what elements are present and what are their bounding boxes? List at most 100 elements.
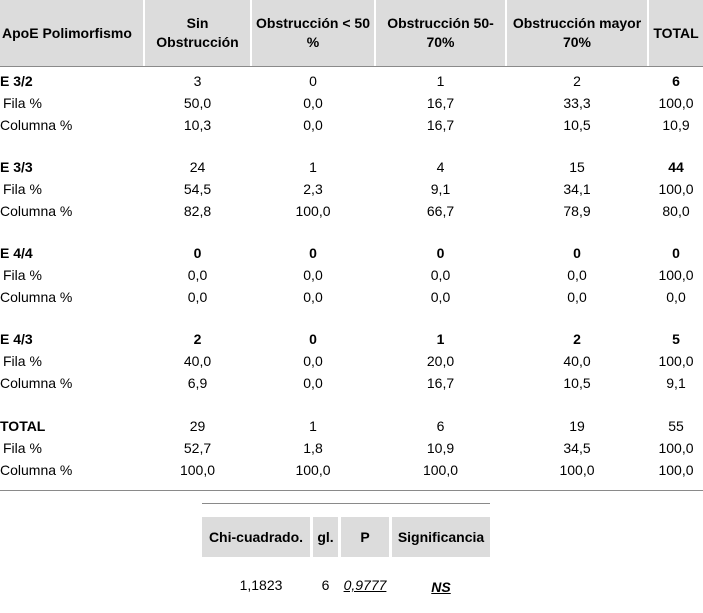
table-cell: 0,0 [666, 289, 686, 305]
table-cell: 0,0 [303, 289, 323, 305]
table-cell: 5 [672, 331, 680, 347]
table-cell: 80,0 [662, 203, 690, 219]
table-cell: 34,5 [563, 440, 591, 456]
table-cell: 52,7 [183, 440, 212, 456]
row-label-fila: Fila % [3, 95, 42, 111]
table-cell: 6 [436, 418, 445, 434]
header-sin-obstruccion: Sin Obstrucción [145, 0, 250, 66]
row-label-fila: Fila % [3, 181, 42, 197]
table-cell: 3 [193, 73, 202, 89]
group-label: E 3/3 [0, 159, 33, 175]
table-cell: 100,0 [658, 181, 694, 197]
table-cell: 9,1 [430, 181, 451, 197]
table-cell: 0,0 [187, 267, 208, 283]
group-label: E 4/3 [0, 331, 33, 347]
table-cell: 0,0 [567, 289, 587, 305]
significance-value: NS [431, 579, 451, 595]
table-cell: 1 [309, 159, 317, 175]
header-obstruccion-mayor70: Obstrucción mayor 70% [507, 0, 647, 66]
row-label-columna: Columna % [0, 289, 73, 305]
group-label: E 4/4 [0, 245, 33, 261]
header-divider [0, 66, 703, 67]
table-cell: 24 [189, 159, 206, 175]
table-cell: 0,0 [303, 117, 323, 133]
row-label-columna: Columna % [0, 375, 73, 391]
table-cell: 0 [309, 73, 317, 89]
table-cell: 100,0 [658, 353, 694, 369]
table-cell: 50,0 [183, 95, 212, 111]
table-cell: 0 [436, 245, 445, 261]
table-cell: 0 [309, 245, 317, 261]
table-cell: 66,7 [426, 203, 455, 219]
table-cell: 6,9 [187, 375, 208, 391]
table-cell: 0,0 [567, 267, 587, 283]
table-cell: 2,3 [303, 181, 323, 197]
table-cell: 2 [573, 73, 581, 89]
table-cell: 33,3 [563, 95, 591, 111]
table-cell: 82,8 [183, 203, 212, 219]
table-cell: 29 [189, 418, 206, 434]
table-cell: 1 [309, 418, 317, 434]
table-cell: 40,0 [563, 353, 591, 369]
table-bottom-divider [0, 490, 703, 491]
table-cell: 100,0 [658, 95, 694, 111]
table-cell: 2 [193, 331, 202, 347]
table-cell: 0,0 [187, 289, 208, 305]
gl-value: 6 [321, 577, 330, 593]
table-cell: 0,0 [303, 95, 323, 111]
table-cell: 100,0 [295, 203, 331, 219]
table-cell: 100,0 [179, 462, 216, 478]
header-obstruccion-lt50: Obstrucción < 50 % [252, 0, 374, 66]
chi-value: 1,1823 [239, 577, 283, 593]
chi-header-p: P [341, 517, 389, 557]
table-cell: 40,0 [183, 353, 212, 369]
table-cell: 0 [193, 245, 202, 261]
table-cell: 100,0 [295, 462, 331, 478]
table-cell: 55 [668, 418, 684, 434]
chi-header-significancia: Significancia [392, 517, 490, 557]
table-cell: 20,0 [426, 353, 455, 369]
table-cell: 19 [569, 418, 585, 434]
chi-header-gl: gl. [313, 517, 338, 557]
table-cell: 1 [436, 331, 445, 347]
p-value: 0,9777 [343, 577, 387, 593]
table-cell: 1,8 [303, 440, 323, 456]
table-cell: 100,0 [422, 462, 459, 478]
table-cell: 1 [436, 73, 445, 89]
table-cell: 0,0 [303, 353, 323, 369]
table-cell: 0,0 [430, 289, 451, 305]
group-label: E 3/2 [0, 73, 33, 89]
table-cell: 78,9 [563, 203, 591, 219]
row-label-columna: Columna % [0, 462, 73, 478]
table-cell: 0 [573, 245, 581, 261]
table-cell: 10,3 [183, 117, 212, 133]
table-cell: 44 [668, 159, 684, 175]
table-cell: 34,1 [563, 181, 591, 197]
header-obstruccion-50-70: Obstrucción 50-70% [376, 0, 505, 66]
chi-header-chi: Chi-cuadrado. [202, 517, 310, 557]
header-total: TOTAL [649, 0, 703, 66]
table-cell: 2 [573, 331, 581, 347]
chi-top-divider [202, 503, 490, 504]
table-cell: 16,7 [426, 375, 455, 391]
row-label-fila: Fila % [3, 353, 42, 369]
row-label-columna: Columna % [0, 203, 73, 219]
table-cell: 100,0 [658, 440, 694, 456]
table-cell: 9,1 [666, 375, 686, 391]
table-cell: 16,7 [426, 117, 455, 133]
table-cell: 0 [672, 245, 680, 261]
header-apoe: ApoE Polimorfismo [0, 0, 143, 66]
table-cell: 10,5 [563, 117, 591, 133]
table-cell: 0,0 [303, 375, 323, 391]
table-cell: 0,0 [430, 267, 451, 283]
table-cell: 100,0 [658, 462, 694, 478]
table-cell: 4 [436, 159, 445, 175]
table-cell: 100,0 [658, 267, 694, 283]
table-cell: 10,9 [426, 440, 455, 456]
table-cell: 10,5 [563, 375, 591, 391]
row-label-fila: Fila % [3, 440, 42, 456]
table-cell: 54,5 [183, 181, 212, 197]
table-cell: 6 [672, 73, 680, 89]
table-cell: 15 [569, 159, 585, 175]
table-cell: 100,0 [559, 462, 595, 478]
